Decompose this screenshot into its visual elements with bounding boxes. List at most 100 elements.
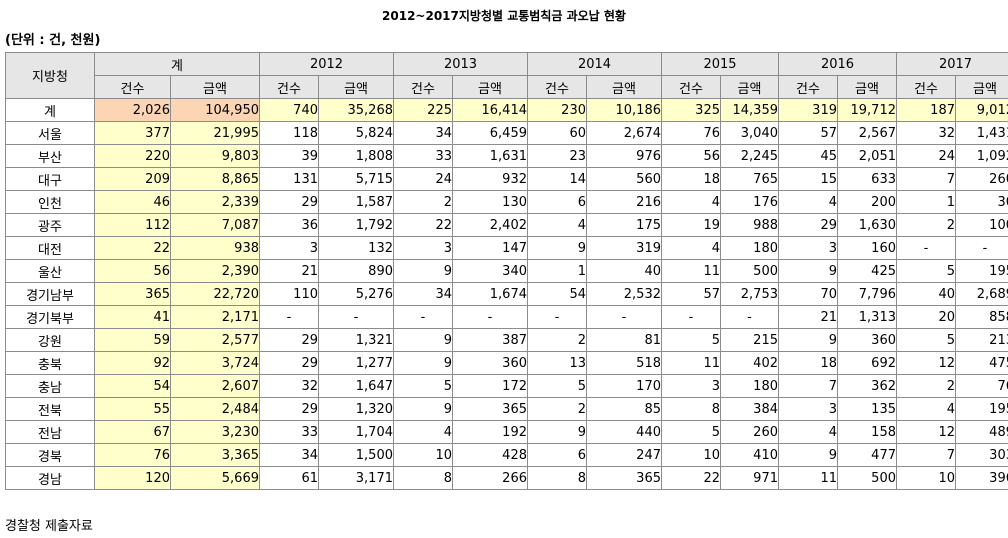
amount-cell: 988 [720,213,779,237]
header-amount: 금액 [837,75,897,99]
amount-cell: 9,803 [170,144,260,168]
amount-cell: 938 [170,236,260,260]
count-cell: 230 [527,98,587,122]
amount-cell: 21,995 [170,121,260,145]
amount-cell: 85 [586,397,662,421]
count-cell: 59 [94,328,171,352]
amount-cell: 100 [955,213,1008,237]
amount-cell: 132 [318,236,394,260]
count-cell: 22 [661,466,721,490]
amount-cell: 560 [586,167,662,191]
table-title: 2012~2017지방청별 교통범칙금 과오납 현황 [382,9,626,23]
count-cell: 10 [896,466,956,490]
amount-cell: 2,607 [170,374,260,398]
amount-cell: - [452,305,528,329]
amount-cell: 2,402 [452,213,528,237]
amount-cell: 5,715 [318,167,394,191]
amount-cell: 10,186 [586,98,662,122]
amount-cell: 440 [586,420,662,444]
count-cell: 6 [527,190,587,214]
header-group-2013: 2013 [393,52,528,76]
amount-cell: 890 [318,259,394,283]
count-cell: 4 [393,420,453,444]
amount-cell: 362 [837,374,897,398]
amount-cell: 180 [720,374,779,398]
count-cell: 5 [393,374,453,398]
amount-cell: 2,171 [170,305,260,329]
count-cell: 120 [94,466,171,490]
region-name: 전북 [5,397,95,421]
count-cell: 54 [527,282,587,306]
amount-cell: 2,577 [170,328,260,352]
amount-cell: 195 [955,397,1008,421]
region-name: 경북 [5,443,95,467]
count-cell: 9 [527,420,587,444]
count-cell: 3 [778,397,838,421]
count-cell: 34 [393,282,453,306]
amount-cell: 215 [720,328,779,352]
amount-cell: 1,500 [318,443,394,467]
header-count: 건수 [259,75,319,99]
count-cell: 2,026 [94,98,171,122]
count-cell: 2 [527,328,587,352]
amount-cell: 396 [955,466,1008,490]
amount-cell: 2,532 [586,282,662,306]
count-cell: 76 [94,443,171,467]
count-cell: 11 [661,259,721,283]
amount-cell: 195 [955,259,1008,283]
count-cell: 14 [527,167,587,191]
count-cell: 54 [94,374,171,398]
amount-cell: 30 [955,190,1008,214]
amount-cell: 1,792 [318,213,394,237]
count-cell: 29 [259,328,319,352]
count-cell: 22 [393,213,453,237]
amount-cell: 971 [720,466,779,490]
count-cell: 3 [259,236,319,260]
amount-cell: 1,704 [318,420,394,444]
count-cell: 225 [393,98,453,122]
count-cell: 325 [661,98,721,122]
amount-cell: 9,012 [955,98,1008,122]
count-cell: 57 [661,282,721,306]
amount-cell: 158 [837,420,897,444]
header-amount: 금액 [452,75,528,99]
count-cell: 4 [778,190,838,214]
amount-cell: 1,277 [318,351,394,375]
count-cell: 12 [896,351,956,375]
amount-cell: - [318,305,394,329]
count-cell: 11 [661,351,721,375]
amount-cell: 260 [720,420,779,444]
amount-cell: - [955,236,1008,260]
count-cell: 6 [527,443,587,467]
table-row: 대구 209 8,865 131 5,715 24 932 14 560 18 765 15 633 7 2… [5,167,1008,191]
amount-cell: 35,268 [318,98,394,122]
count-cell: 7 [896,443,956,467]
count-cell: 20 [896,305,956,329]
amount-cell: 22,720 [170,282,260,306]
total-row: 계 2,026 104,950 740 35,268 225 16,414 230 10,186… [5,98,1008,122]
amount-cell: 410 [720,443,779,467]
amount-cell: 5,824 [318,121,394,145]
amount-cell: 1,321 [318,328,394,352]
header-region: 지방청 [5,52,95,99]
count-cell: 5 [896,259,956,283]
count-cell: 29 [259,397,319,421]
table-row: 대전 22 938 3 132 3 147 9 319 4 180 3 160- - [5,236,1008,260]
header-count: 건수 [393,75,453,99]
count-cell: 5 [661,420,721,444]
amount-cell: 2,674 [586,121,662,145]
amount-cell: 319 [586,236,662,260]
amount-cell: 2,245 [720,144,779,168]
amount-cell: 7,087 [170,213,260,237]
overpayment-table: 지방청 계 2012 2013 2014 2015 2016 2017 건수 금… [5,52,1008,490]
amount-cell: 384 [720,397,779,421]
count-cell: 2 [896,374,956,398]
count-cell: 9 [393,397,453,421]
amount-cell: 3,365 [170,443,260,467]
count-cell: 57 [778,121,838,145]
amount-cell: 14,359 [720,98,779,122]
amount-cell: 2,753 [720,282,779,306]
